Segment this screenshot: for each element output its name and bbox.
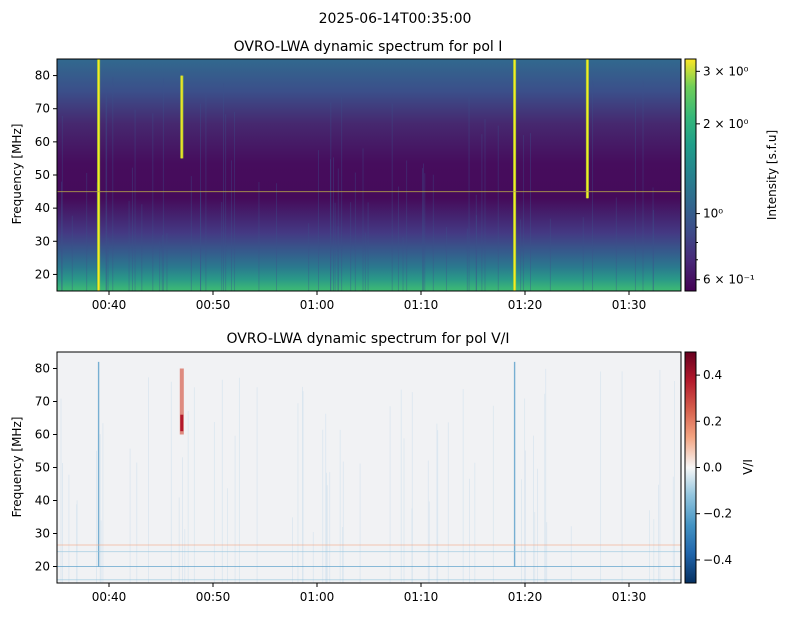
panel-pol-vi: OVRO-LWA dynamic spectrum for pol V/I Fr… (10, 331, 755, 604)
x-tick-label: 00:50 (196, 298, 231, 312)
colorbar-label: V/I (741, 459, 755, 475)
x-axis-ticks: 00:40 00:50 01:00 01:10 01:20 01:30 (92, 291, 647, 312)
colorbar-tick-label: −0.2 (703, 507, 732, 521)
y-tick-label: 70 (35, 102, 50, 116)
x-tick-label: 01:30 (612, 590, 647, 604)
y-axis-label: Frequency [MHz] (10, 417, 24, 518)
colorbar-gradient (684, 351, 697, 584)
y-tick-label: 80 (35, 69, 50, 83)
x-tick-label: 01:20 (508, 298, 543, 312)
y-tick-label: 30 (35, 234, 50, 248)
colorbar-tick-label: 0.0 (703, 461, 722, 475)
colorbar-tick-label: 2 × 10⁰ (703, 117, 749, 131)
x-tick-label: 01:10 (404, 298, 439, 312)
x-tick-label: 01:00 (300, 298, 335, 312)
colorbar-tick-label: −0.4 (703, 553, 732, 567)
colorbar-ticks: 6 × 10⁻¹ 10⁰ 2 × 10⁰ 3 × 10⁰ (696, 64, 755, 287)
colorbar-tick-label: 0.4 (703, 368, 722, 382)
colorbar-tick-label: 10⁰ (703, 207, 723, 221)
heatmap-background (57, 59, 681, 291)
y-tick-label: 40 (35, 494, 50, 508)
x-axis-ticks: 00:40 00:50 01:00 01:10 01:20 01:30 (92, 583, 647, 604)
y-tick-label: 20 (35, 267, 50, 281)
y-tick-label: 80 (35, 362, 50, 376)
positive-polarization-core (180, 414, 184, 432)
y-tick-label: 70 (35, 395, 50, 409)
colorbar-tick-label: 3 × 10⁰ (703, 64, 749, 78)
polarization-features (57, 361, 681, 581)
y-tick-label: 60 (35, 428, 50, 442)
x-tick-label: 01:30 (612, 298, 647, 312)
faint-streaks (60, 368, 675, 583)
colorbar-tick-label: 0.2 (703, 414, 722, 428)
y-axis-ticks: 20 30 40 50 60 70 80 (35, 362, 57, 574)
x-tick-label: 01:20 (508, 590, 543, 604)
colorbar-tick-label: 6 × 10⁻¹ (703, 273, 755, 287)
colorbar: 0.4 0.2 0.0 −0.2 −0.4 V/I (684, 351, 755, 584)
heatmap (57, 59, 681, 291)
panel-title: OVRO-LWA dynamic spectrum for pol I (234, 39, 503, 55)
x-tick-label: 01:10 (404, 590, 439, 604)
colorbar-ticks: 0.4 0.2 0.0 −0.2 −0.4 (696, 368, 732, 567)
x-tick-label: 00:40 (92, 590, 127, 604)
x-tick-label: 00:50 (196, 590, 231, 604)
y-axis-ticks: 20 30 40 50 60 70 80 (35, 69, 57, 281)
x-tick-label: 00:40 (92, 298, 127, 312)
heatmap (57, 352, 681, 583)
panel-title: OVRO-LWA dynamic spectrum for pol V/I (226, 331, 509, 347)
colorbar-label: Intensity [s.f.u] (765, 130, 779, 220)
panel-pol-i: OVRO-LWA dynamic spectrum for pol I Freq… (10, 39, 779, 312)
burst-features (57, 59, 681, 291)
y-tick-label: 40 (35, 201, 50, 215)
y-tick-label: 50 (35, 168, 50, 182)
y-tick-label: 50 (35, 461, 50, 475)
y-tick-label: 30 (35, 527, 50, 541)
colorbar: 6 × 10⁻¹ 10⁰ 2 × 10⁰ 3 × 10⁰ Intensity [s.f… (684, 58, 779, 292)
faint-streaks (60, 77, 654, 291)
y-axis-label: Frequency [MHz] (10, 124, 24, 225)
figure-suptitle: 2025-06-14T00:35:00 (319, 11, 472, 27)
colorbar-gradient (684, 58, 697, 292)
heatmap-background (57, 352, 681, 583)
positive-polarization-patch (179, 368, 184, 435)
x-tick-label: 01:00 (300, 590, 335, 604)
y-tick-label: 60 (35, 135, 50, 149)
y-tick-label: 20 (35, 560, 50, 574)
